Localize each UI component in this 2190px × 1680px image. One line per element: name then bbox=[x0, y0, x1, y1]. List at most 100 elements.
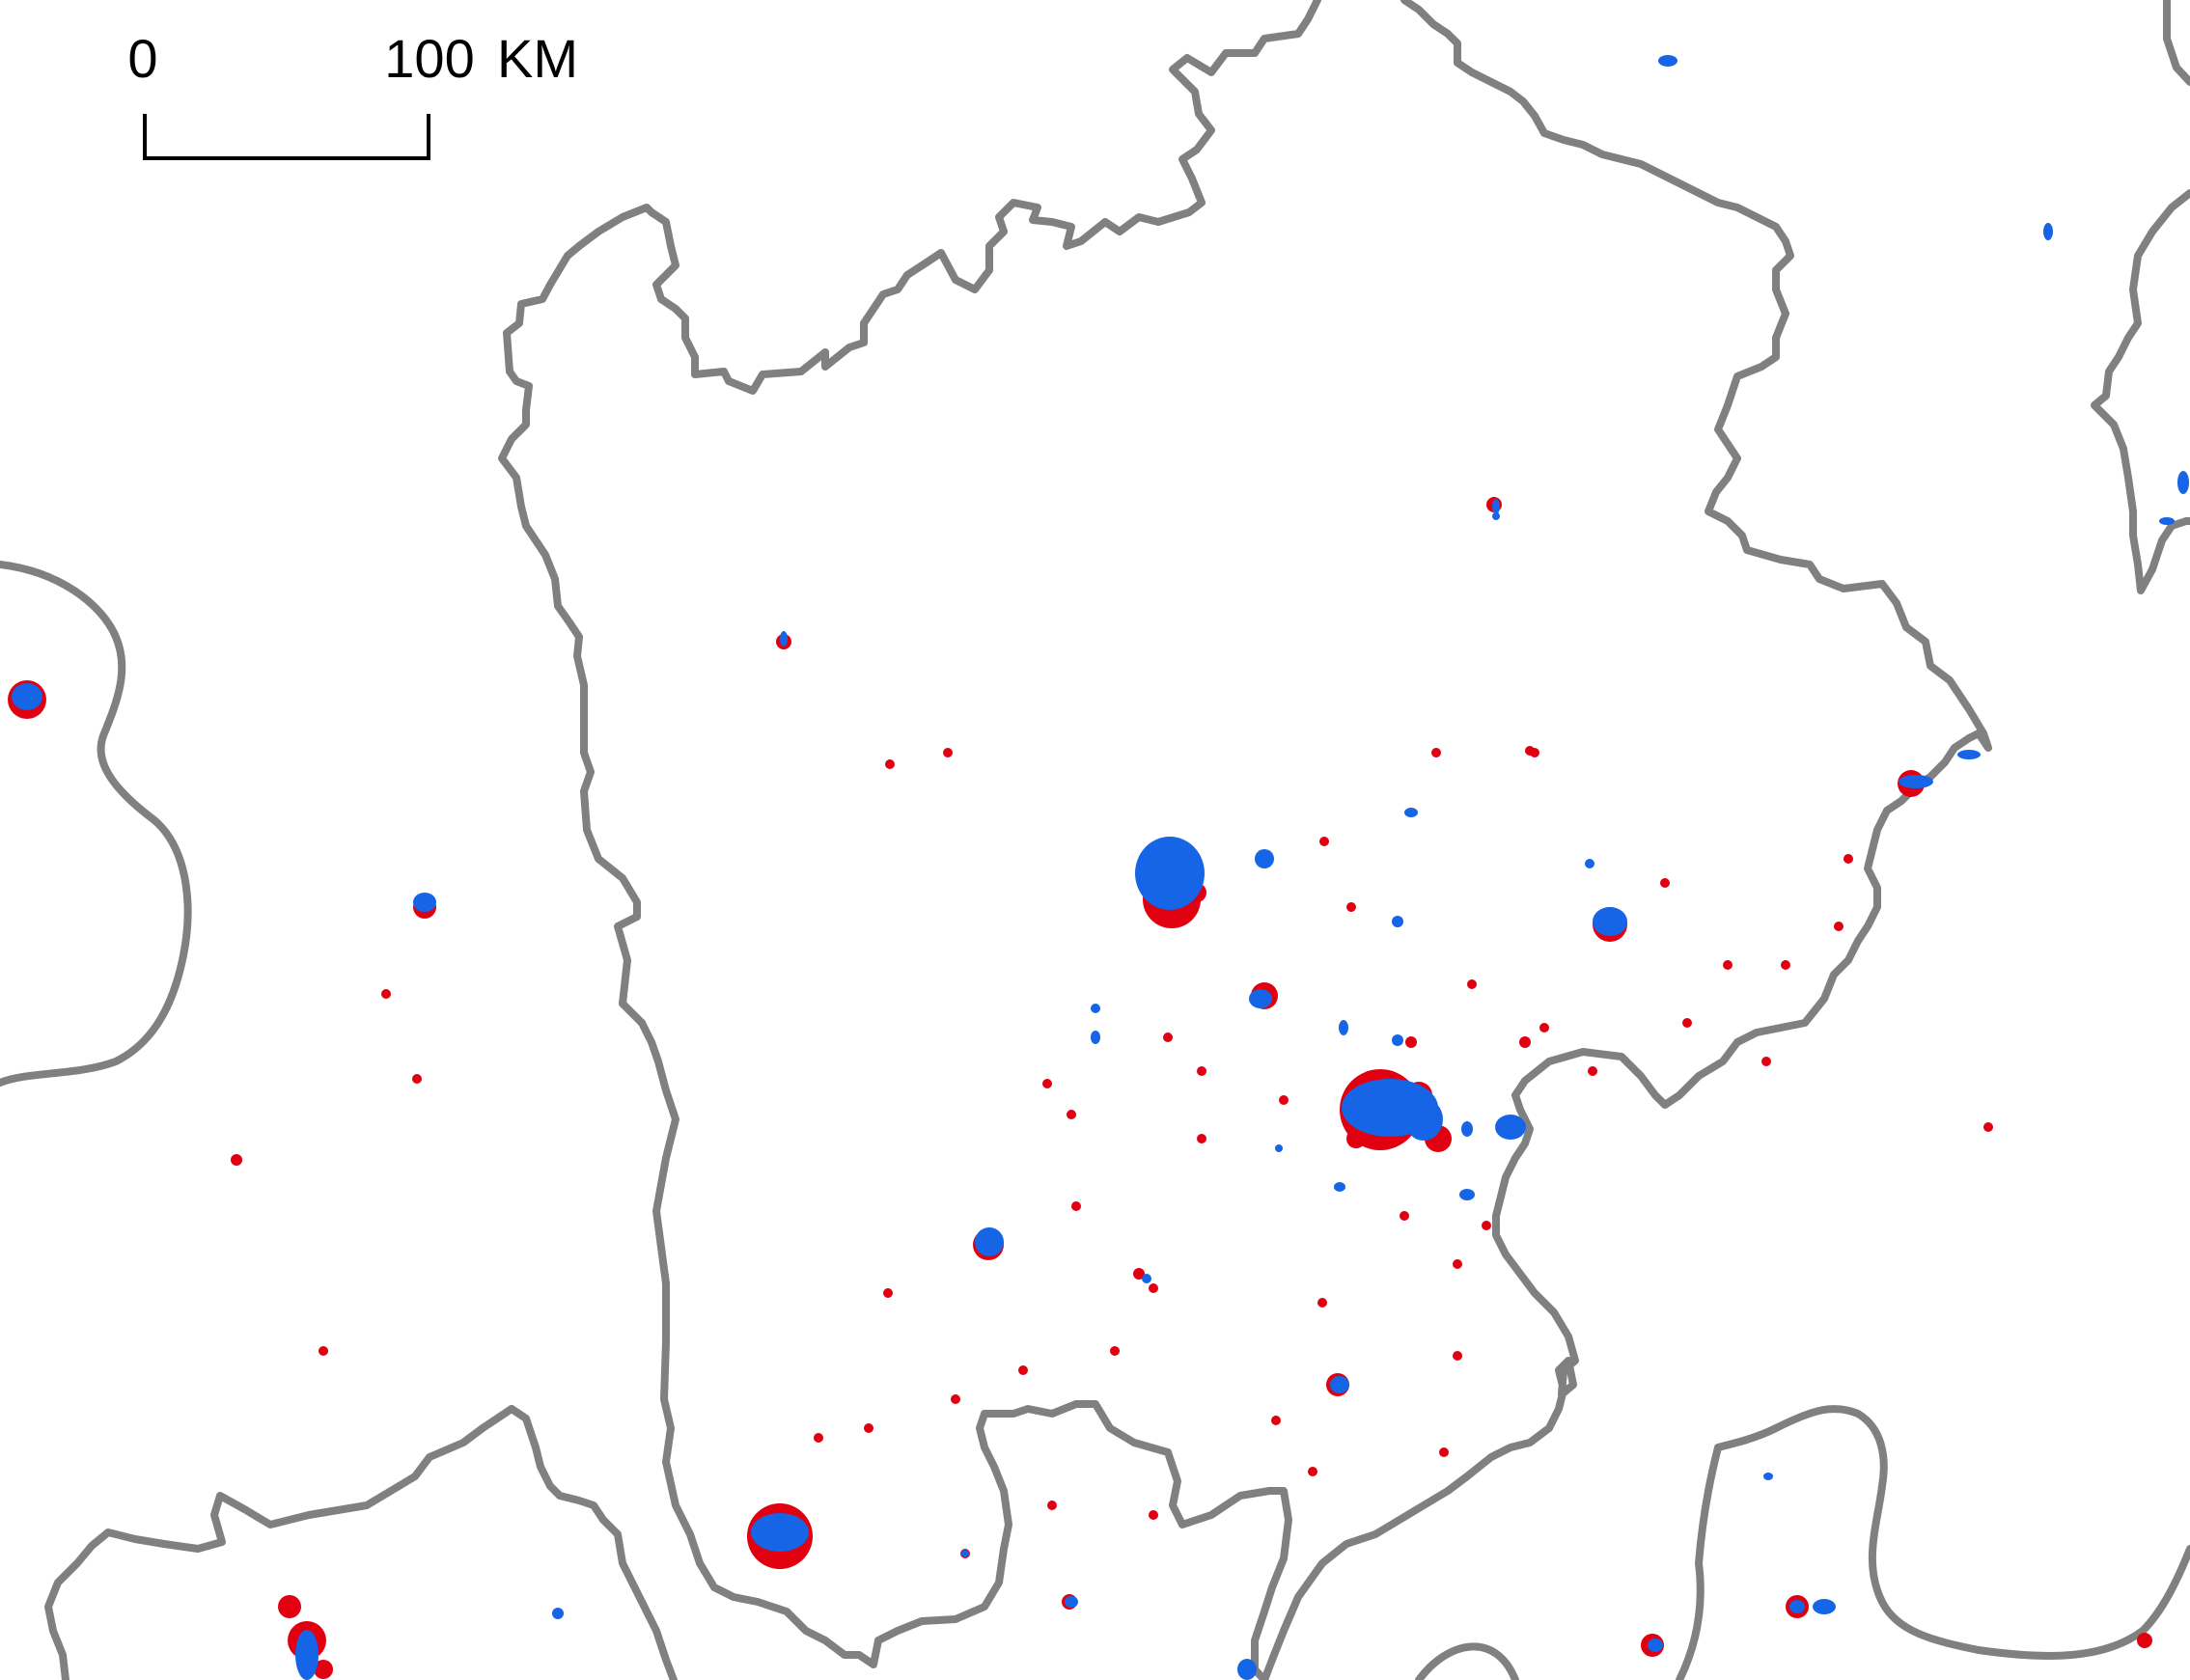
southwest-region-inner-boundary bbox=[508, 1405, 678, 1680]
urban-core-patch bbox=[12, 683, 42, 710]
western-region-boundary bbox=[0, 561, 192, 1087]
urban-core-patch bbox=[1461, 1121, 1473, 1137]
urban-expansion-patch bbox=[314, 1660, 333, 1679]
scale-bar-unit-label: KM bbox=[497, 28, 578, 89]
urban-core-patch bbox=[1334, 1182, 1345, 1192]
urban-core-patch bbox=[1658, 55, 1677, 67]
urban-core-patch bbox=[1492, 499, 1500, 514]
urban-expansion-patch bbox=[1834, 922, 1843, 931]
urban-expansion-patch bbox=[319, 1346, 328, 1356]
urban-expansion-patch bbox=[1405, 1036, 1417, 1048]
urban-core-patch bbox=[1142, 1274, 1151, 1283]
southeast-ring-boundary bbox=[1415, 1642, 1519, 1680]
urban-core-patch bbox=[1495, 1115, 1526, 1140]
urban-expansion-patch bbox=[1317, 1298, 1327, 1308]
urban-core-patch bbox=[1763, 1473, 1773, 1480]
urban-core-patch bbox=[1648, 1639, 1663, 1652]
urban-expansion-patch bbox=[1467, 979, 1477, 989]
urban-core-patch bbox=[1091, 1031, 1100, 1044]
southwest-region-boundary bbox=[44, 1405, 515, 1680]
urban-expansion-patch bbox=[1197, 1134, 1206, 1143]
urban-core-patch bbox=[1813, 1599, 1836, 1614]
urban-core-patch bbox=[1392, 1034, 1403, 1046]
urban-core-patch bbox=[1065, 1596, 1078, 1608]
scale-bar-end-label: 100 bbox=[384, 28, 474, 89]
urban-expansion-patch bbox=[1067, 1110, 1076, 1119]
urban-expansion-patch bbox=[1163, 1033, 1173, 1042]
urban-core-patch bbox=[1492, 512, 1500, 520]
urban-core-patch bbox=[1404, 1098, 1443, 1141]
urban-core-patch bbox=[1255, 849, 1274, 868]
urban-expansion-patch bbox=[231, 1154, 242, 1166]
urban-expansion-patch bbox=[1308, 1467, 1317, 1476]
urban-expansion-patch bbox=[1149, 1283, 1158, 1293]
urban-expansion-patch bbox=[1271, 1416, 1281, 1425]
urban-expansion-patch bbox=[1047, 1501, 1057, 1510]
urban-core-patch bbox=[1237, 1659, 1257, 1680]
urban-core-patch bbox=[2043, 223, 2053, 240]
urban-core-patch bbox=[2177, 471, 2189, 494]
urban-core-areas bbox=[12, 55, 2189, 1680]
urban-expansion-patch bbox=[1453, 1259, 1462, 1269]
urban-expansion-patch bbox=[1279, 1095, 1289, 1105]
urban-core-patch bbox=[961, 1550, 969, 1557]
central-region-boundary bbox=[498, 0, 1321, 1680]
urban-expansion-patch bbox=[1133, 1268, 1145, 1280]
scale-bar-line bbox=[143, 114, 430, 160]
urban-expansion-patch bbox=[1682, 1018, 1692, 1028]
urban-expansion-patch bbox=[951, 1394, 960, 1404]
urban-expansion-patch bbox=[885, 759, 895, 769]
urban-expansion-patch bbox=[814, 1433, 823, 1443]
urban-core-patch bbox=[1585, 859, 1594, 868]
urban-expansion-patch bbox=[381, 989, 391, 999]
urban-core-patch bbox=[751, 1513, 809, 1552]
urban-expansion-patch bbox=[1525, 746, 1535, 756]
urban-expansion-patch bbox=[1660, 878, 1670, 888]
urban-core-patch bbox=[780, 631, 788, 647]
urban-expansion-patch bbox=[1588, 1066, 1597, 1076]
urban-expansion-patch bbox=[864, 1423, 873, 1433]
urban-expansion-patch bbox=[1071, 1201, 1081, 1211]
scale-bar: 0 100 KM bbox=[127, 28, 578, 160]
central-region-east-boundary bbox=[1261, 0, 1992, 1680]
urban-expansion-patch bbox=[1761, 1057, 1771, 1066]
urban-expansion-patch bbox=[883, 1288, 893, 1298]
northeast-region-boundary bbox=[2163, 0, 2190, 86]
urban-core-patch bbox=[1789, 1600, 1805, 1613]
urban-core-patch bbox=[1899, 775, 1933, 788]
urban-expansion-patch bbox=[1519, 1036, 1531, 1048]
urban-core-patch bbox=[295, 1630, 319, 1680]
urban-expansion-patch bbox=[1346, 1129, 1366, 1148]
urban-core-patch bbox=[1404, 808, 1418, 817]
urban-expansion-patch bbox=[1482, 1221, 1491, 1230]
urban-expansion-patch bbox=[1431, 748, 1441, 757]
urban-core-patch bbox=[552, 1608, 564, 1619]
urban-expansion-patch bbox=[2137, 1633, 2152, 1648]
urban-expansion-patch bbox=[1346, 902, 1356, 912]
urban-core-patch bbox=[1392, 916, 1403, 927]
urban-expansion-areas bbox=[8, 497, 2152, 1679]
scale-bar-start-label: 0 bbox=[127, 28, 157, 89]
urban-expansion-patch bbox=[1110, 1346, 1120, 1356]
urban-expansion-patch bbox=[1983, 1122, 1993, 1132]
urban-core-patch bbox=[975, 1227, 1004, 1256]
urban-expansion-patch bbox=[1843, 854, 1853, 864]
urban-core-patch bbox=[1135, 837, 1205, 910]
urban-expansion-patch bbox=[943, 748, 953, 757]
urban-expansion-patch bbox=[1197, 1066, 1206, 1076]
urban-core-patch bbox=[2159, 517, 2175, 525]
urban-core-patch bbox=[1330, 1376, 1349, 1393]
urban-core-patch bbox=[1593, 907, 1627, 936]
urban-core-patch bbox=[1957, 750, 1981, 759]
urban-expansion-patch bbox=[1781, 960, 1790, 970]
urban-core-patch bbox=[1275, 1144, 1283, 1152]
urban-core-patch bbox=[413, 893, 436, 912]
urban-expansion-patch bbox=[1453, 1351, 1462, 1361]
southeast-loop-boundary bbox=[1676, 1405, 2190, 1680]
urban-expansion-patch bbox=[1723, 960, 1733, 970]
urban-core-patch bbox=[1339, 1020, 1348, 1035]
urban-core-patch bbox=[1459, 1189, 1475, 1200]
urban-expansion-patch bbox=[278, 1595, 301, 1618]
urban-core-patch bbox=[1249, 989, 1272, 1008]
